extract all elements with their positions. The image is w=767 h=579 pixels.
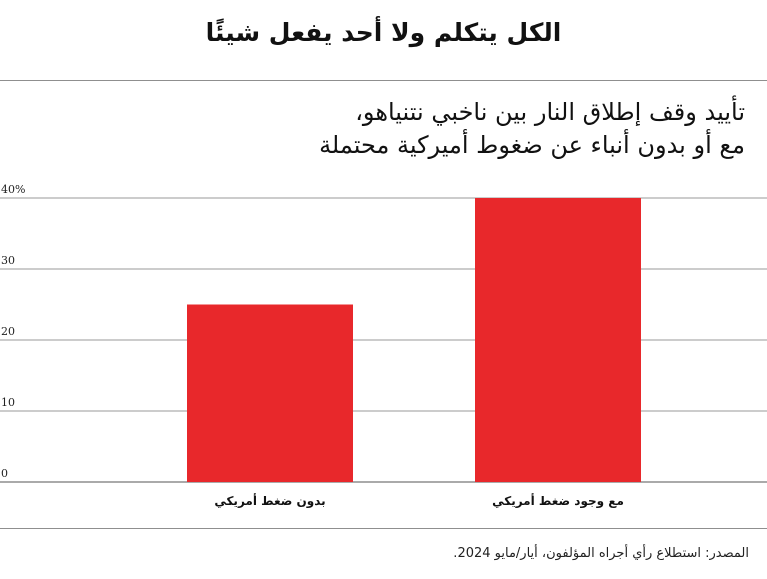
x-tick-label-1: بدون ضغط أمريكي [214, 493, 325, 509]
headline: الكل يتكلم ولا أحد يفعل شيئًا [205, 18, 562, 47]
y-tick-label-0: 0 [1, 467, 8, 480]
y-tick-label-40: 40% [1, 183, 25, 196]
bar-1 [187, 304, 353, 482]
x-tick-label-2: مع وجود ضغط أمريكي [492, 493, 624, 509]
bar-2 [475, 198, 641, 482]
y-tick-label-20: 20 [1, 325, 15, 338]
y-tick-label-10: 10 [1, 396, 15, 409]
y-tick-label-30: 30 [1, 254, 15, 267]
top-divider [0, 80, 767, 81]
bottom-divider [0, 528, 767, 529]
chart-title: تأييد وقف إطلاق النار بين ناخبي نتنياهو،… [25, 96, 745, 162]
chart-title-line-1: تأييد وقف إطلاق النار بين ناخبي نتنياهو، [355, 98, 745, 126]
source-note: المصدر: استطلاع رأي أجراه المؤلفون، أيار… [453, 546, 749, 561]
chart-title-line-2: مع أو بدون أنباء عن ضغوط أميركية محتملة [319, 131, 745, 159]
bar-chart: 0 10 20 30 40% بدون ضغط أمريكي مع وجود ضغط أمر… [0, 183, 767, 509]
